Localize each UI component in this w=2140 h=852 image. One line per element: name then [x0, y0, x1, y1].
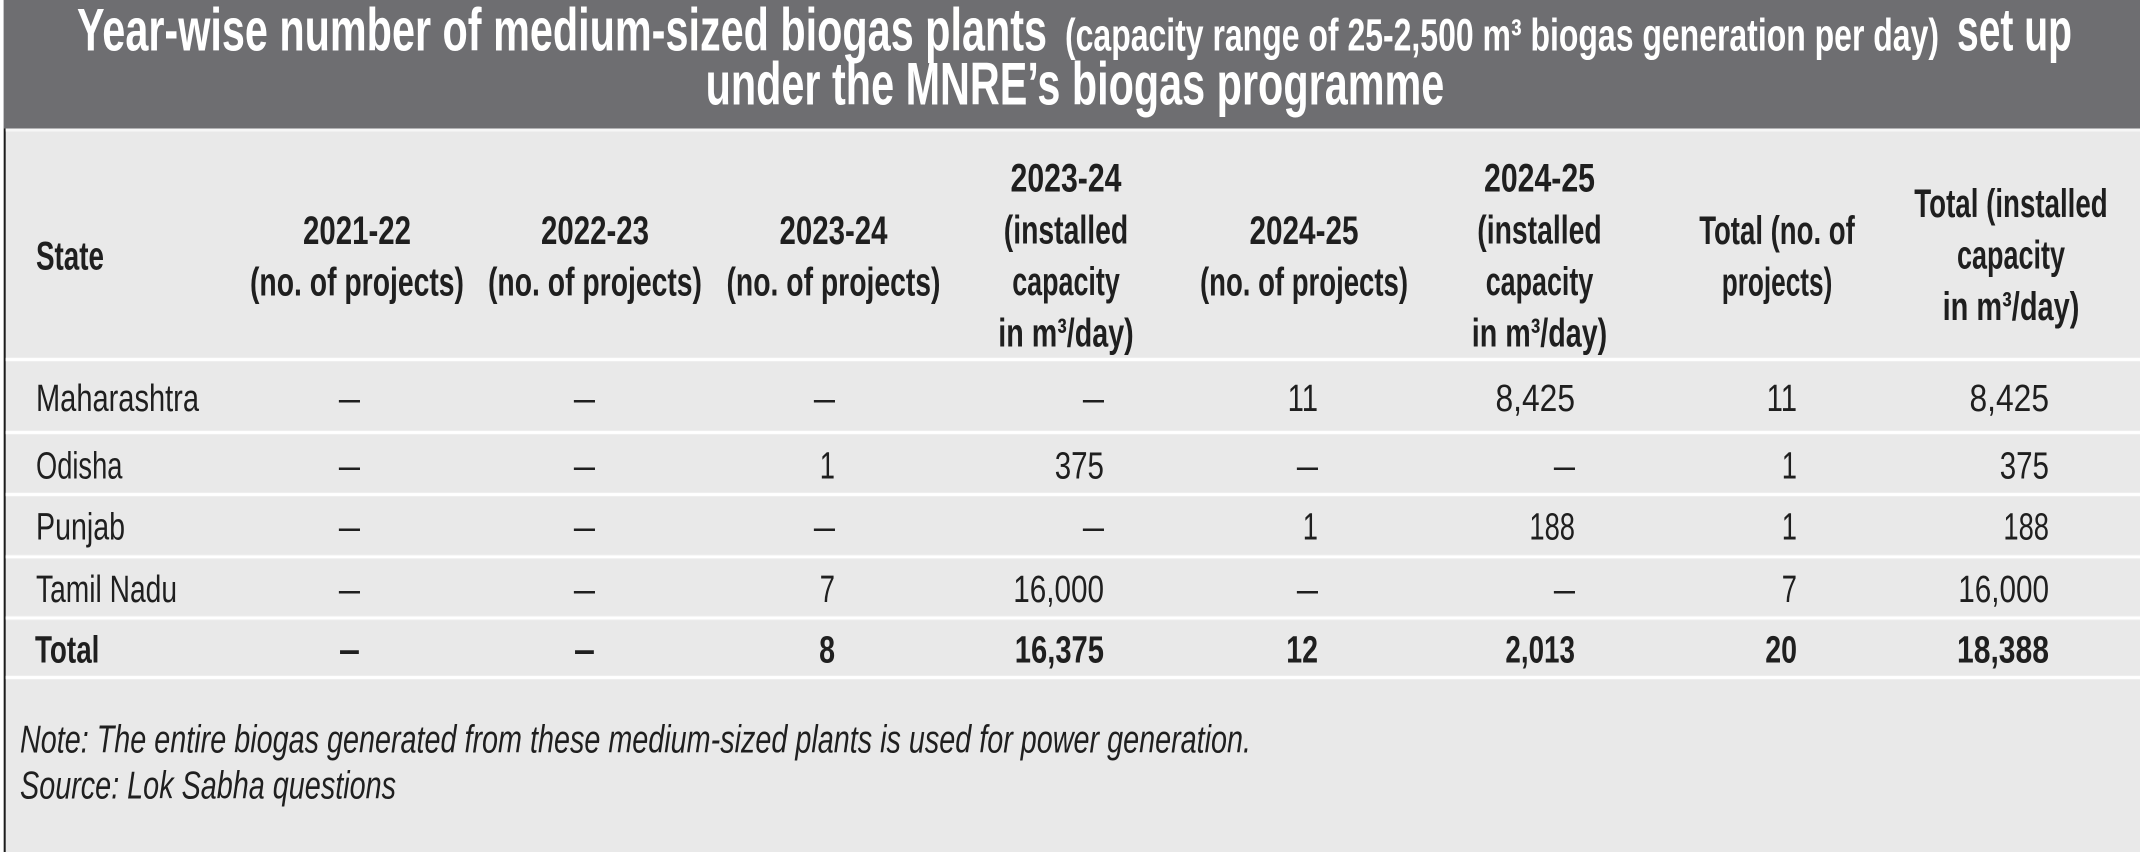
svg-text:–: –: [814, 507, 836, 549]
svg-text:Total (no. of: Total (no. of: [1699, 209, 1855, 253]
svg-text:12: 12: [1286, 629, 1318, 671]
svg-text:11: 11: [1767, 378, 1797, 420]
svg-text:–: –: [574, 629, 595, 671]
svg-text:projects): projects): [1722, 261, 1833, 305]
svg-text:(installed: (installed: [1477, 209, 1602, 253]
svg-text:16,000: 16,000: [1958, 569, 2049, 611]
svg-text:8,425: 8,425: [1970, 378, 2050, 420]
svg-text:8: 8: [819, 629, 835, 671]
svg-text:in m³/day): in m³/day): [1943, 285, 2080, 329]
svg-text:capacity: capacity: [1957, 234, 2066, 278]
svg-text:(no. of projects): (no. of projects): [488, 261, 702, 305]
svg-text:1: 1: [1782, 507, 1797, 549]
svg-text:capacity: capacity: [1486, 260, 1594, 304]
svg-text:2023-24: 2023-24: [1011, 157, 1123, 201]
svg-text:Punjab: Punjab: [36, 507, 125, 549]
svg-text:2021-22: 2021-22: [303, 209, 411, 253]
svg-text:(no. of projects): (no. of projects): [250, 261, 464, 305]
svg-text:in m³/day): in m³/day): [998, 312, 1133, 356]
svg-text:Total: Total: [35, 629, 99, 671]
svg-text:Maharashtra: Maharashtra: [36, 378, 200, 420]
svg-text:2,013: 2,013: [1505, 629, 1575, 671]
svg-text:(no. of projects): (no. of projects): [727, 261, 941, 305]
svg-text:–: –: [1297, 446, 1319, 488]
svg-text:2022-23: 2022-23: [541, 209, 649, 253]
svg-text:7: 7: [820, 569, 835, 611]
svg-text:–: –: [1083, 507, 1105, 549]
svg-text:–: –: [574, 446, 596, 488]
svg-text:Source: Lok Sabha questions: Source: Lok Sabha questions: [20, 765, 396, 808]
svg-text:Tamil Nadu: Tamil Nadu: [36, 569, 177, 611]
svg-text:State: State: [36, 235, 104, 279]
svg-text:–: –: [1083, 378, 1105, 420]
svg-text:2023-24: 2023-24: [780, 209, 889, 253]
svg-text:375: 375: [2000, 446, 2049, 488]
svg-text:–: –: [574, 378, 596, 420]
svg-text:–: –: [339, 629, 360, 671]
svg-text:–: –: [574, 507, 596, 549]
svg-text:188: 188: [2003, 507, 2049, 549]
svg-text:1: 1: [820, 446, 835, 488]
svg-text:8,425: 8,425: [1496, 378, 1576, 420]
svg-text:set up: set up: [1957, 0, 2072, 64]
svg-text:16,375: 16,375: [1015, 629, 1104, 671]
svg-text:(no. of projects): (no. of projects): [1200, 261, 1408, 305]
svg-text:in m³/day): in m³/day): [1472, 312, 1607, 356]
svg-text:1: 1: [1782, 446, 1797, 488]
svg-text:2024-25: 2024-25: [1250, 209, 1359, 253]
svg-text:1: 1: [1303, 507, 1318, 549]
svg-text:Odisha: Odisha: [36, 446, 123, 488]
svg-text:Note: The entire biogas genera: Note: The entire biogas generated from t…: [20, 719, 1251, 762]
svg-text:188: 188: [1529, 507, 1575, 549]
svg-text:16,000: 16,000: [1013, 569, 1104, 611]
svg-text:Year-wise number of medium-siz: Year-wise number of medium-sized biogas …: [77, 0, 1047, 64]
svg-text:–: –: [574, 569, 596, 611]
svg-text:–: –: [339, 446, 361, 488]
svg-text:11: 11: [1288, 378, 1318, 420]
svg-text:under the MNRE’s biogas progra: under the MNRE’s biogas programme: [706, 51, 1445, 118]
svg-text:Total (installed: Total (installed: [1914, 182, 2107, 226]
svg-text:–: –: [814, 378, 836, 420]
svg-text:–: –: [1297, 569, 1319, 611]
svg-text:375: 375: [1055, 446, 1104, 488]
svg-text:–: –: [339, 378, 361, 420]
svg-text:–: –: [1554, 569, 1576, 611]
svg-text:(installed: (installed: [1004, 209, 1129, 253]
svg-text:–: –: [1554, 446, 1576, 488]
svg-text:2024-25: 2024-25: [1484, 157, 1595, 201]
svg-text:7: 7: [1782, 569, 1797, 611]
svg-text:18,388: 18,388: [1957, 629, 2049, 671]
svg-text:(capacity range of 25-2,500 m³: (capacity range of 25-2,500 m³ biogas ge…: [1065, 10, 1939, 61]
svg-text:capacity: capacity: [1012, 260, 1120, 304]
svg-text:–: –: [339, 507, 361, 549]
svg-text:–: –: [339, 569, 361, 611]
svg-text:20: 20: [1765, 629, 1797, 671]
